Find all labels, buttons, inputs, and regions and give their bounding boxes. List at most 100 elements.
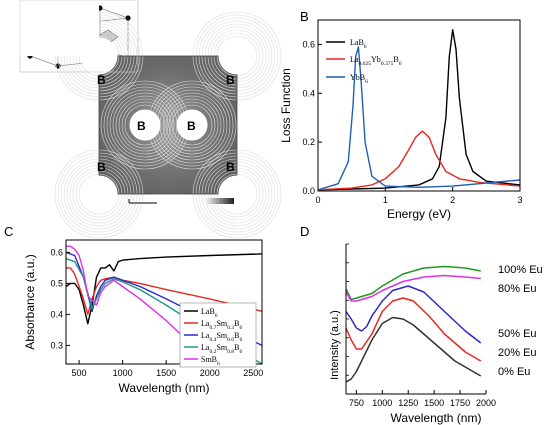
series-lines — [66, 245, 262, 364]
contour-line — [168, 101, 216, 149]
x-tick-label: 2000 — [200, 368, 220, 378]
series-line-4 — [345, 316, 482, 383]
series-line-1 — [66, 267, 262, 316]
y-tick-label: 0.3 — [50, 340, 63, 350]
y-tick-label: 0.4 — [302, 88, 315, 98]
legend-label: LaB6 — [350, 38, 367, 50]
series-line-2 — [345, 285, 482, 344]
contour-line — [171, 104, 213, 146]
legend: LaB6La0.7Sm0.3B6La0.4Sm0.6B6La0.2Sm0.8B6… — [179, 302, 257, 368]
series-line-3 — [345, 297, 482, 362]
legend-label: SmB6 — [201, 355, 220, 367]
atom-label-b: B — [97, 73, 106, 87]
x-tick-label: 1750 — [450, 398, 470, 408]
x-tick-label: 2 — [450, 195, 455, 205]
x-tick-label: 1000 — [372, 398, 392, 408]
panel-letter-d: D — [300, 224, 309, 239]
series-line-0 — [345, 265, 481, 301]
series-line-0 — [66, 253, 262, 325]
series-label: 0% Eu — [498, 366, 530, 378]
atom-label-b: B — [137, 119, 146, 133]
map-border — [98, 55, 238, 195]
y-axis-label: Intensity (a.u.) — [329, 310, 341, 380]
legend-label: La0.2Sm0.8B6 — [201, 343, 242, 355]
legend-label: YbB6 — [350, 73, 368, 85]
axes-frame — [317, 19, 521, 192]
series-label: 50% Eu — [498, 328, 537, 340]
series-line-0 — [318, 29, 520, 191]
legend-label: La0.7Sm0.3B6 — [201, 319, 242, 331]
series-lines — [318, 29, 520, 191]
x-axis-label: Wavelength (nm) — [391, 411, 482, 425]
panel-b: B 0 1 2 3 Energy (eV) 0.0 0.2 0.4 0.6 Loss Functi… — [279, 9, 523, 221]
series-line-2 — [318, 46, 520, 191]
series-line-1 — [318, 130, 520, 191]
contour-line — [162, 95, 222, 155]
y-axis-label: Absorbance (a.u.) — [23, 254, 37, 349]
x-tick-label: 1500 — [156, 368, 176, 378]
atom-b-corner-br — [218, 175, 256, 213]
y-tick-label: 0.4 — [50, 309, 63, 319]
x-axis-label: Wavelength (nm) — [119, 381, 210, 395]
x-axis: 750 1000 1250 1500 1750 2000 Wavelength (nm) — [349, 390, 496, 425]
panel-a: A — [0, 0, 282, 239]
x-axis: 0 1 2 3 Energy (eV) — [315, 187, 523, 221]
panel-letter-c: C — [4, 224, 13, 239]
legend-label: La0.625Yb0.375B6 — [350, 55, 402, 67]
x-tick-label: 750 — [349, 398, 364, 408]
y-axis: 0.3 0.4 0.5 0.6 Absorbance (a.u.) — [23, 247, 70, 350]
x-tick-label: 1000 — [113, 368, 133, 378]
legend-label: La0.4Sm0.6B6 — [201, 331, 242, 343]
series-label: 80% Eu — [498, 283, 537, 295]
y-tick-label: 0.5 — [50, 278, 63, 288]
y-tick-label: 0.0 — [302, 186, 315, 196]
legend: 100% Eu 80% Eu 50% Eu 20% Eu 0% Eu — [498, 264, 543, 378]
x-axis: 500 1000 1500 2000 2500 Wavelength (nm) — [72, 360, 263, 395]
contour-line — [118, 98, 172, 152]
charge-density-map: B B B B B B — [0, 0, 282, 239]
atom-b-center-right — [176, 109, 208, 141]
plot-area: 500 1000 1500 2000 2500 Wavelength (nm) 0.3 0.4… — [23, 239, 263, 395]
contour-line — [124, 104, 166, 146]
x-tick-label: 1 — [383, 195, 388, 205]
x-tick-label: 1500 — [424, 398, 444, 408]
panel-letter-b: B — [300, 9, 309, 24]
contour-line — [165, 98, 219, 152]
color-scale-bar — [204, 198, 234, 204]
x-axis-label: Energy (eV) — [387, 207, 451, 221]
x-tick-label: 0 — [315, 195, 320, 205]
y-tick-label: 0.2 — [302, 137, 315, 147]
panel-d: D 750 1000 1250 1500 1750 2000 Wavelength (nm)… — [300, 224, 543, 425]
legend: LaB6 La0.625Yb0.375B6 YbB6 — [326, 38, 402, 85]
series-lines — [345, 265, 482, 383]
atom-label-b: B — [97, 160, 106, 174]
y-tick-label: 0.6 — [50, 247, 63, 257]
atom-label-b: B — [226, 73, 235, 87]
axes-frame — [65, 239, 263, 365]
series-line-3 — [66, 257, 262, 364]
contour-line — [121, 101, 169, 149]
atom-b-corner-tr — [218, 37, 256, 75]
series-label: 100% Eu — [498, 264, 543, 276]
atom-b-center-left — [129, 109, 161, 141]
x-tick-label: 2500 — [243, 368, 263, 378]
series-label: 20% Eu — [498, 347, 537, 359]
series-line-4 — [66, 245, 211, 364]
y-axis-label: Loss Function — [279, 68, 293, 143]
series-line-1 — [345, 274, 481, 302]
y-axis: 0.0 0.2 0.4 0.6 Loss Function — [279, 39, 322, 196]
legend-label: LaB6 — [201, 307, 218, 319]
plot-area: 750 1000 1250 1500 1750 2000 Wavelength (nm) In… — [329, 243, 543, 425]
x-tick-label: 1250 — [398, 398, 418, 408]
x-tick-label: 2000 — [476, 398, 496, 408]
plot-area: 0 1 2 3 Energy (eV) 0.0 0.2 0.4 0.6 Loss Function… — [279, 19, 523, 221]
atom-label-b: B — [226, 160, 235, 174]
y-tick-label: 0.6 — [302, 39, 315, 49]
atom-b-corner-bl — [80, 175, 118, 213]
atom-label-b: B — [187, 119, 196, 133]
x-tick-label: 3 — [517, 195, 522, 205]
contour-line — [115, 95, 175, 155]
